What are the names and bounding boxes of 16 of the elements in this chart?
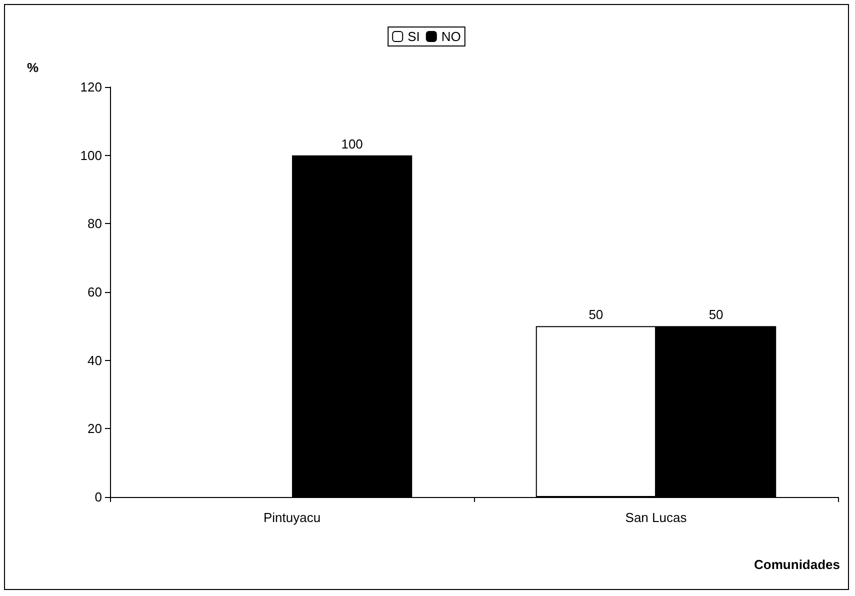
x-tick-label: Pintuyacu — [263, 510, 321, 525]
y-tick-label: 20 — [88, 421, 102, 436]
x-tick-label: San Lucas — [625, 510, 688, 525]
data-label: 50 — [588, 307, 604, 322]
y-axis-title: % — [27, 60, 39, 75]
y-tick-label: 40 — [88, 352, 102, 368]
y-tick-label: 120 — [80, 80, 102, 94]
legend-label: NO — [441, 29, 461, 44]
y-tick-label: 60 — [88, 284, 102, 300]
y-tick-label: 100 — [80, 148, 102, 163]
data-label: 50 — [708, 307, 724, 322]
y-tick-label: 80 — [88, 216, 102, 232]
y-tick-label: 0 — [94, 490, 102, 504]
data-label: 100 — [341, 136, 363, 152]
x-axis-title: Comunidades — [754, 557, 840, 572]
legend-label: SI — [408, 29, 420, 44]
